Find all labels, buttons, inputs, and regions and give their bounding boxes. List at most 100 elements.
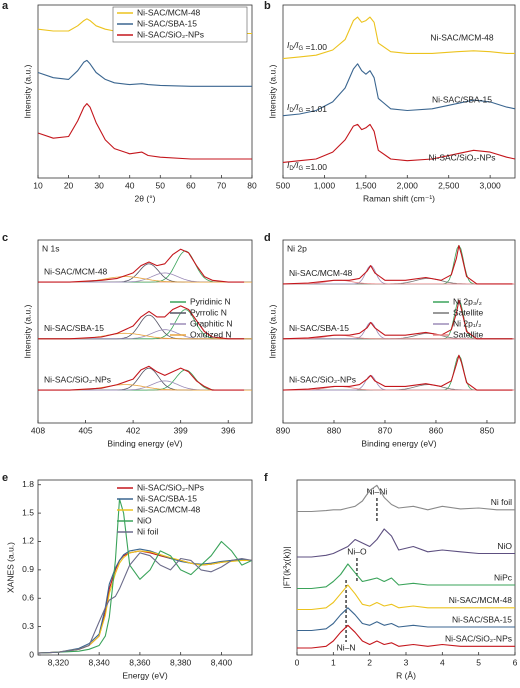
x-tick-label: 860 xyxy=(429,425,443,435)
plot-frame xyxy=(37,239,253,424)
series-line xyxy=(297,607,515,632)
x-tick-label: 8,380 xyxy=(170,657,192,667)
x-tick-label: 10 xyxy=(33,180,43,190)
x-tick-label: 1 xyxy=(331,657,336,667)
ratio-part: I xyxy=(287,40,290,50)
plot-frame xyxy=(282,239,516,424)
ratio-label: ID/IG =1.01 xyxy=(287,102,327,114)
x-tick-label: 408 xyxy=(31,425,45,435)
plot-frame xyxy=(296,479,516,656)
x-tick-label: 8,320 xyxy=(48,657,70,667)
series-label: Ni-SAC/SBA-15 xyxy=(432,94,492,104)
x-tick-label: 2,000 xyxy=(397,180,419,190)
x-axis-label: Binding energy (eV) xyxy=(107,438,182,448)
ratio-label: ID/IG =1.00 xyxy=(287,160,327,172)
x-tick-label: 402 xyxy=(126,425,140,435)
legend-label: Ni 2p₁/₂ xyxy=(453,318,481,328)
panel-title: Ni 2p xyxy=(287,243,307,253)
spectrum-label: Ni-SAC/SBA-15 xyxy=(289,323,349,333)
ratio-part: G xyxy=(298,108,303,114)
ratio-value: =1.01 xyxy=(303,104,327,114)
marker-label: Ni–O xyxy=(347,546,367,556)
legend-label: Satellite xyxy=(453,307,484,317)
series-line xyxy=(297,624,515,649)
x-axis-label: 2θ (°) xyxy=(135,193,156,203)
x-tick-label: 80 xyxy=(247,180,257,190)
y-axis-label: Intensity (a.u.) xyxy=(22,304,32,358)
x-tick-label: 20 xyxy=(64,180,74,190)
series-line xyxy=(297,584,515,611)
series-line xyxy=(282,123,516,163)
y-tick-label: 0.9 xyxy=(22,564,34,574)
series-label: Ni-SAC/SiO₂-NPs xyxy=(428,152,495,162)
series-line xyxy=(38,248,245,283)
y-axis-label: XANES (a.u.) xyxy=(5,542,15,593)
ratio-part: D xyxy=(289,108,294,114)
legend-label: NiO xyxy=(137,515,152,525)
plot-frame xyxy=(37,4,253,179)
series-label: Ni-SAC/SiO₂-NPs xyxy=(445,634,512,644)
x-tick-label: 8,360 xyxy=(129,657,151,667)
legend-label: Graphitic N xyxy=(190,318,233,328)
ratio-part: /I xyxy=(293,102,299,112)
legend-box xyxy=(112,6,248,43)
legend-label: Ni-SAC/MCM-48 xyxy=(137,504,201,514)
series-line xyxy=(37,498,253,654)
x-tick-label: 399 xyxy=(174,425,188,435)
panel-letter: c xyxy=(2,232,8,244)
x-tick-label: 3 xyxy=(404,657,409,667)
x-tick-label: 70 xyxy=(217,180,227,190)
y-tick-label: 1.8 xyxy=(22,479,34,489)
x-tick-label: 880 xyxy=(327,425,341,435)
y-axis-label: |FT(k³χ(k))| xyxy=(281,547,291,589)
legend-label: Oxidized N xyxy=(190,329,232,339)
series-line xyxy=(282,16,515,60)
x-tick-label: 870 xyxy=(378,425,392,435)
ratio-part: /I xyxy=(293,160,299,170)
spectrum-label: Ni-SAC/SiO₂-NPs xyxy=(44,374,111,384)
y-tick-label: 0.6 xyxy=(22,592,34,602)
x-tick-label: 396 xyxy=(221,425,235,435)
ratio-part: G xyxy=(298,46,303,52)
x-tick-label: 5 xyxy=(476,657,481,667)
series-line xyxy=(37,103,252,160)
spectrum-label: Ni-SAC/SBA-15 xyxy=(44,323,104,333)
ratio-value: =1.00 xyxy=(303,162,327,172)
x-tick-label: 8,400 xyxy=(211,657,233,667)
legend-label: Pyrrolic N xyxy=(190,307,227,317)
x-tick-label: 6 xyxy=(513,657,518,667)
marker-label: Ni–N xyxy=(337,642,356,652)
series-label: Ni-SAC/MCM-48 xyxy=(430,32,494,42)
series-label: Ni foil xyxy=(491,497,512,507)
series-label: NiPc xyxy=(494,572,513,582)
x-tick-label: 500 xyxy=(276,180,290,190)
series-line xyxy=(282,299,513,340)
spectrum-label: Ni-SAC/SiO₂-NPs xyxy=(289,374,356,384)
x-tick-label: 8,340 xyxy=(89,657,111,667)
marker-label: Ni–Ni xyxy=(367,486,388,496)
x-tick-label: 1,500 xyxy=(355,180,377,190)
series-line xyxy=(37,59,252,87)
series-line xyxy=(282,244,513,285)
legend-label: Ni-SAC/SBA-15 xyxy=(137,18,197,28)
series-line xyxy=(282,63,516,117)
x-tick-label: 60 xyxy=(186,180,196,190)
plot-frame xyxy=(282,4,516,179)
spectrum-label: Ni-SAC/MCM-48 xyxy=(289,268,353,278)
plot-frame xyxy=(37,479,253,656)
ratio-part: D xyxy=(289,166,294,172)
series-line xyxy=(282,354,513,391)
series-line xyxy=(297,563,515,590)
y-tick-label: 1.2 xyxy=(22,536,34,546)
x-tick-label: 2 xyxy=(367,657,372,667)
x-tick-label: 2,500 xyxy=(438,180,460,190)
ratio-value: =1.00 xyxy=(303,42,327,52)
panel-letter: d xyxy=(264,232,271,244)
panel-letter: f xyxy=(264,472,268,484)
ratio-part: D xyxy=(289,46,294,52)
series-line xyxy=(37,548,253,654)
legend-label: Ni-SAC/MCM-48 xyxy=(137,7,201,17)
x-tick-label: 50 xyxy=(156,180,166,190)
series-label: Ni-SAC/SBA-15 xyxy=(452,614,512,624)
